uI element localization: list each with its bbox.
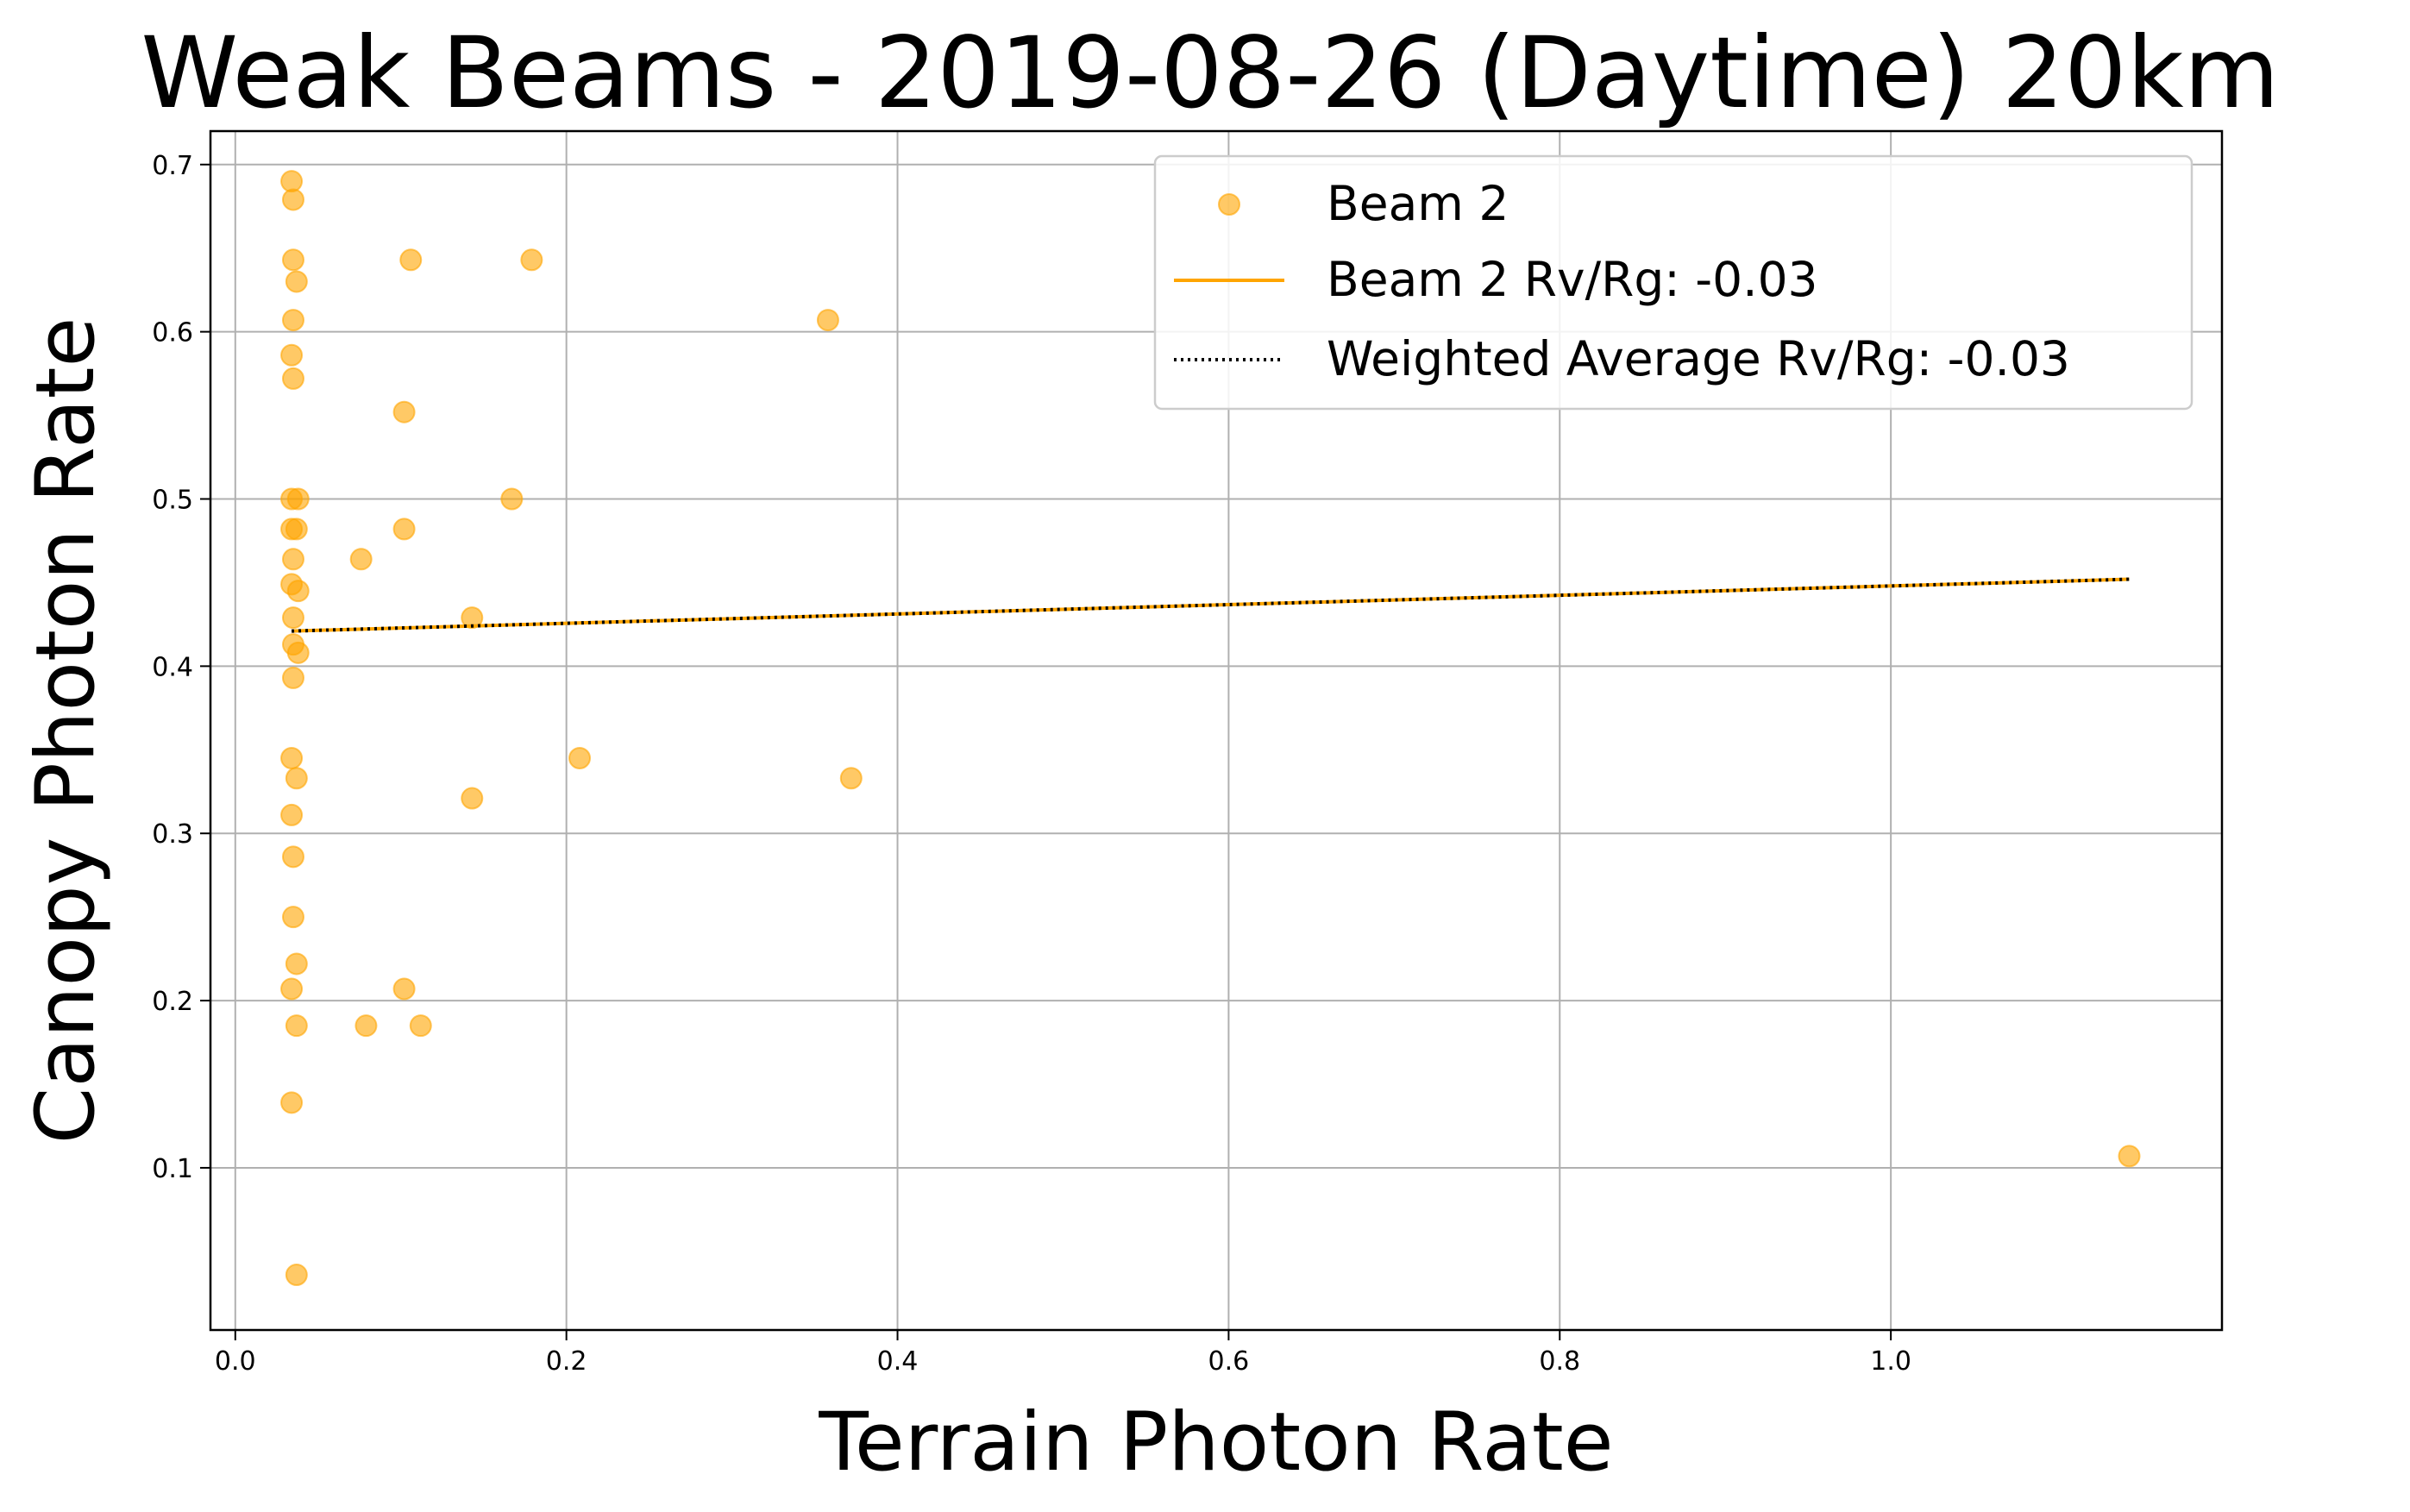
beam-2-point [409, 1014, 432, 1038]
x-tick-label: 0.4 [877, 1346, 919, 1377]
beam-2-point [392, 400, 416, 423]
beam-2-point [281, 309, 304, 332]
beam-2-point [285, 1014, 308, 1038]
beam-2-point [281, 666, 304, 689]
legend-label-weighted-average: Weighted Average Rv/Rg: -0.03 [1327, 331, 2070, 386]
beam-2-point [286, 641, 310, 664]
beam-2-point [281, 606, 304, 630]
chart-title: Weak Beams - 2019-08-26 (Daytime) 20km [141, 16, 2279, 130]
legend-box [1153, 154, 2193, 411]
beam-2-point [392, 977, 416, 1001]
y-tick-label: 0.3 [152, 819, 193, 850]
y-tick-label: 0.6 [152, 318, 193, 348]
beam-2-point [285, 270, 308, 293]
beam-2-point [281, 845, 304, 869]
x-axis-ticks: 0.0 0.2 0.4 0.6 0.8 1.0 [215, 1330, 1911, 1377]
beam-2-point [568, 746, 592, 769]
beam-2-point [399, 248, 423, 272]
beam-2-point [280, 170, 304, 193]
legend-label-beam-2-fit: Beam 2 Rv/Rg: -0.03 [1327, 252, 1818, 307]
beam-2-point [461, 787, 484, 810]
plot-frame [209, 129, 2224, 1332]
x-tick-label: 0.6 [1208, 1346, 1250, 1377]
beam-2-point [355, 1014, 378, 1038]
x-tick-label: 0.0 [215, 1346, 256, 1377]
beam-2-point [461, 606, 484, 630]
x-axis-label: Terrain Photon Rate [818, 1396, 1613, 1490]
beam-2-point [280, 977, 304, 1001]
y-axis-label: Canopy Photon Rate [19, 317, 113, 1145]
y-tick-label: 0.7 [152, 151, 193, 181]
beam-2-point [520, 248, 543, 272]
beam-2-point [816, 309, 839, 332]
beam-2-point [839, 767, 863, 790]
beam-2-point [285, 952, 308, 976]
beam-2-point [349, 548, 373, 571]
beam-2-point [286, 580, 310, 603]
x-tick-label: 0.2 [546, 1346, 587, 1377]
y-axis-ticks: 0.1 0.2 0.3 0.4 0.5 0.6 0.7 [152, 151, 210, 1184]
y-tick-label: 0.1 [152, 1154, 193, 1184]
beam-2-point [281, 248, 304, 272]
beam-2-point [285, 767, 308, 790]
beam-2-point [392, 518, 416, 541]
y-tick-label: 0.2 [152, 987, 193, 1017]
legend-label-beam-2: Beam 2 [1327, 176, 1509, 231]
y-tick-label: 0.4 [152, 652, 193, 682]
x-tick-label: 1.0 [1870, 1346, 1911, 1377]
beam-2-point [281, 548, 304, 571]
beam-2-point [281, 188, 304, 211]
beam-2-point [281, 367, 304, 390]
beam-2-point [286, 487, 310, 511]
beam-2-point [280, 803, 304, 826]
beam-2-point [285, 518, 308, 541]
y-tick-label: 0.5 [152, 485, 193, 515]
beam-2-point [280, 746, 304, 769]
beam-2-point [281, 906, 304, 929]
beam-2-point [500, 487, 524, 511]
legend-beam-2-marker [1218, 193, 1240, 216]
beam-2-point [285, 1264, 308, 1287]
x-tick-label: 0.8 [1539, 1346, 1580, 1377]
beam-2-point [280, 343, 304, 367]
beam-2-point [2118, 1145, 2141, 1168]
data-layer [280, 170, 2141, 1287]
beam-2-point [280, 1091, 304, 1114]
weighted-average-line [291, 577, 2130, 633]
legend: Beam 2 Beam 2 Rv/Rg: -0.03 Weighted Aver… [1153, 154, 2193, 411]
